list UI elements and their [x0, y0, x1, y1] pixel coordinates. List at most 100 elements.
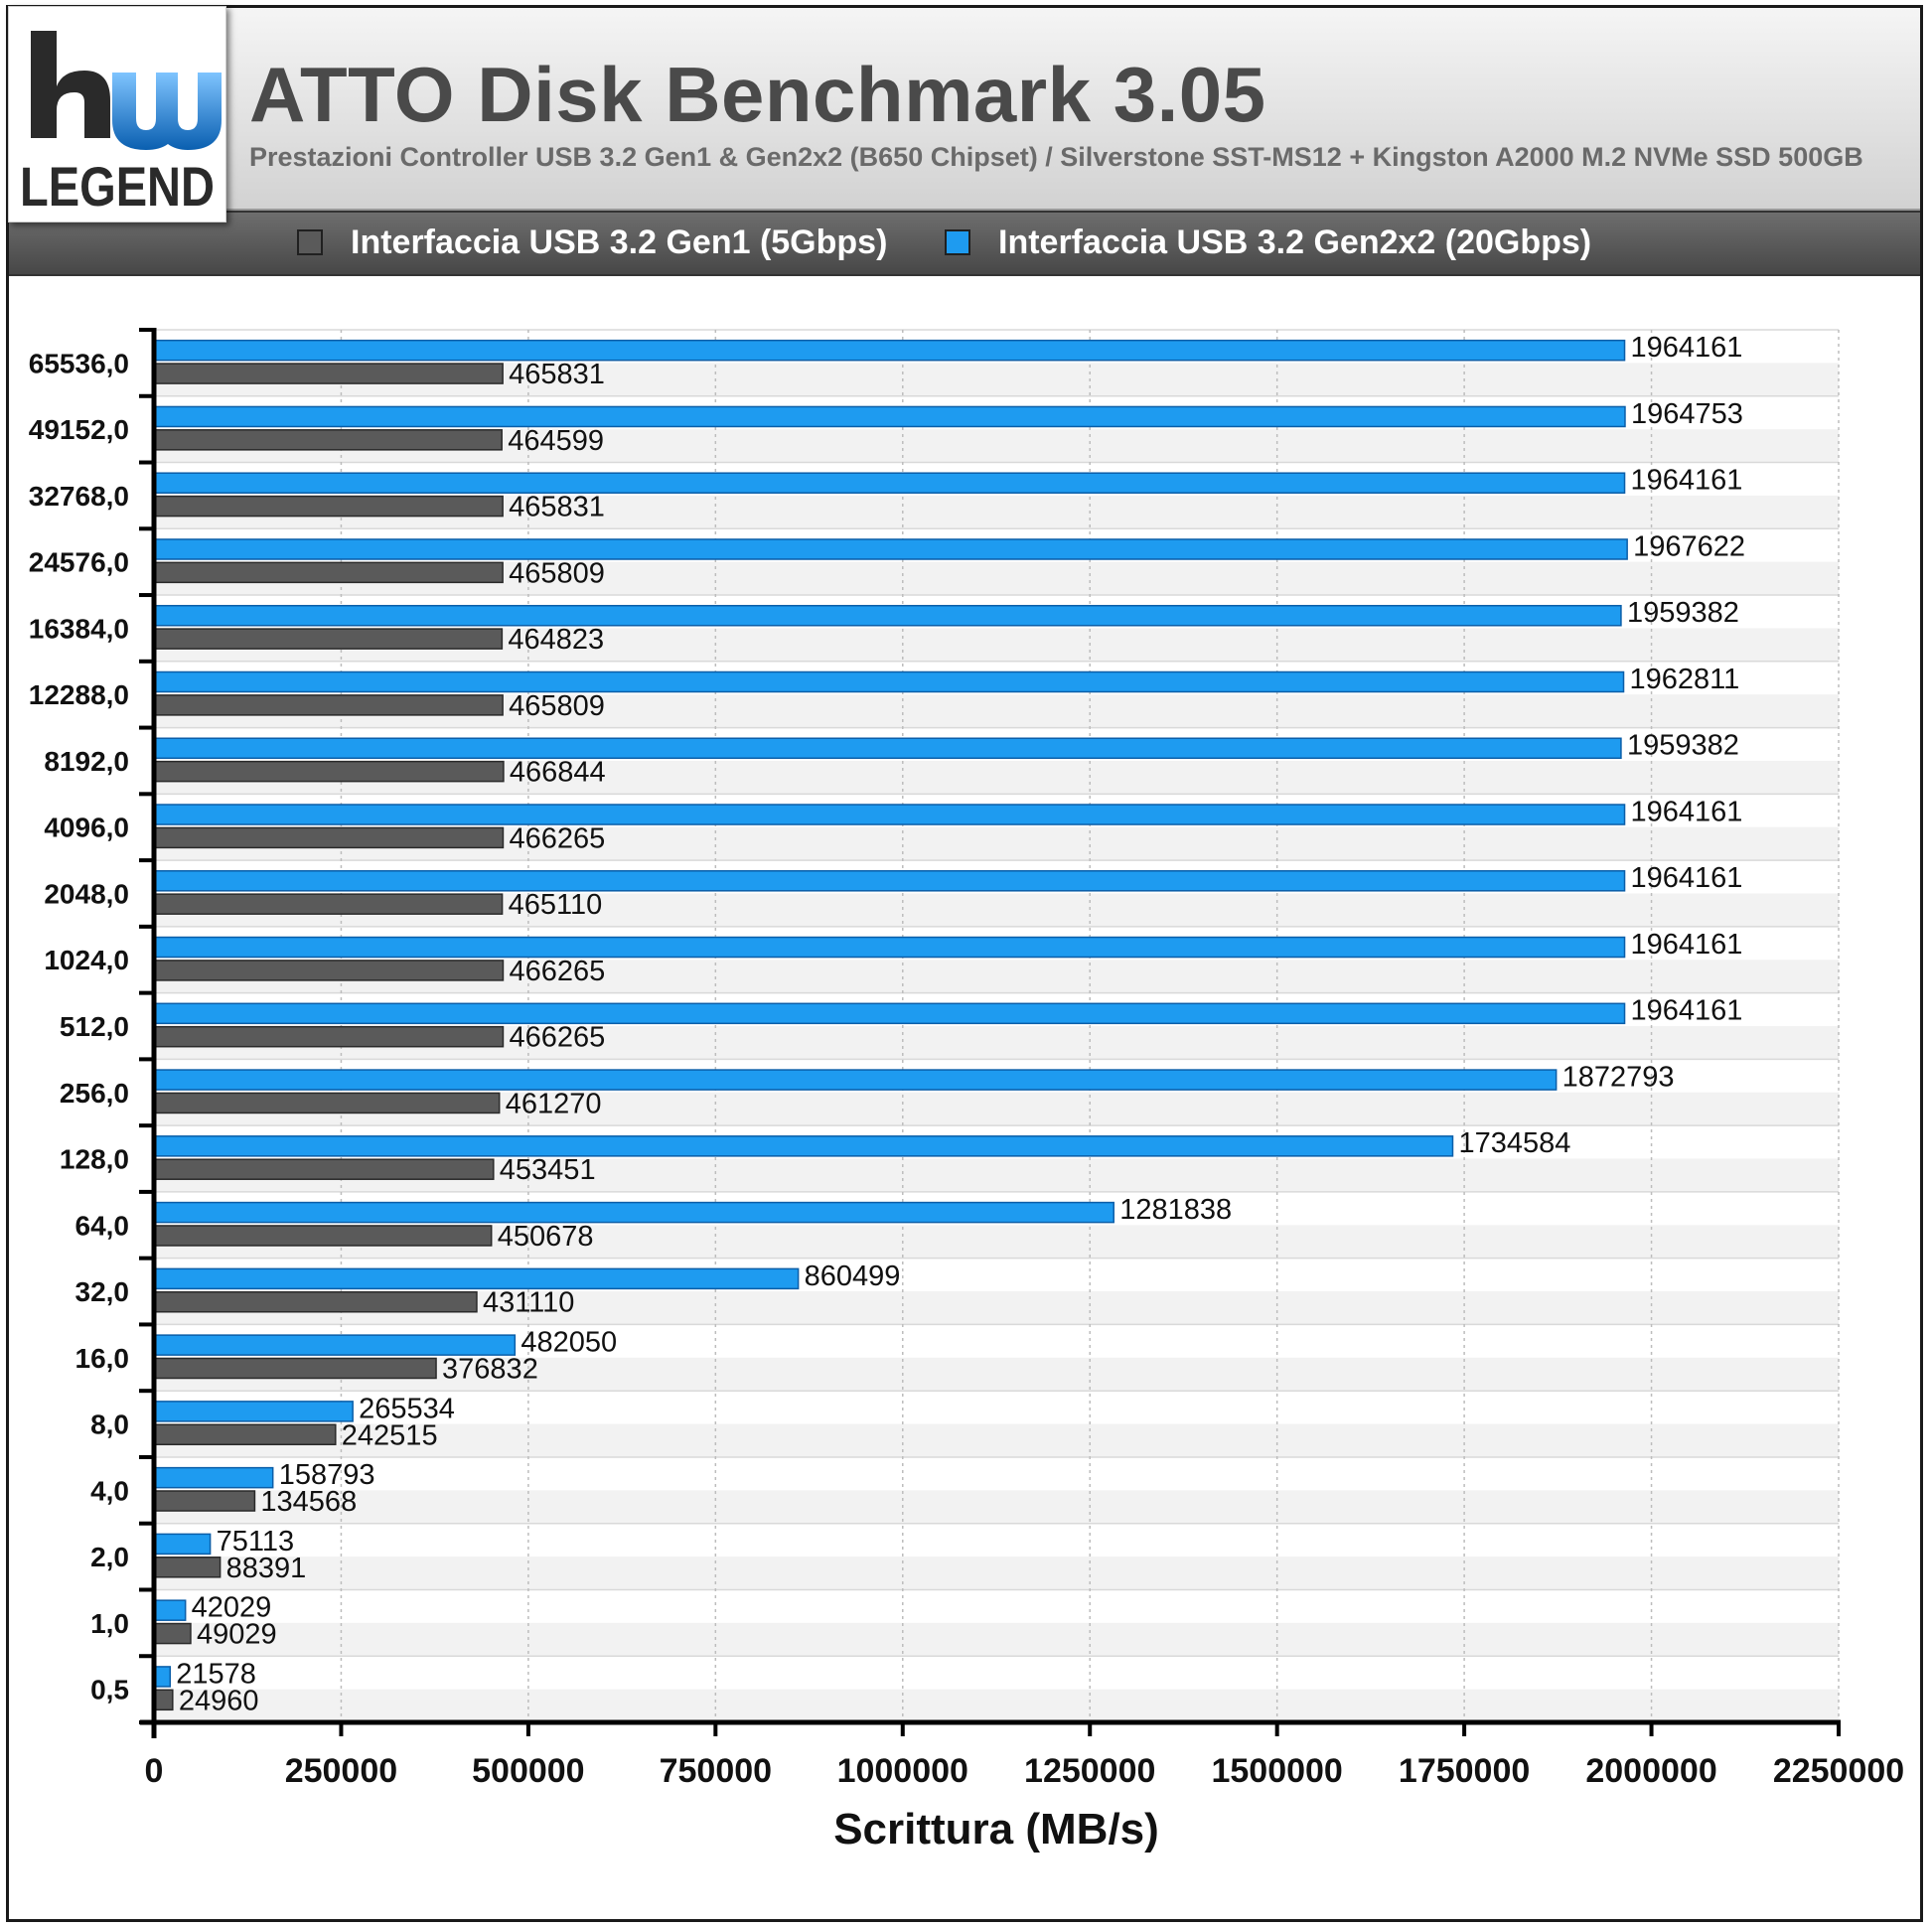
bar-gen2x2: [153, 538, 1628, 560]
data-label-gen2x2: 1281838: [1119, 1194, 1232, 1226]
bar-gen2x2: [153, 1201, 1115, 1224]
stripe-band: [154, 1456, 1839, 1491]
data-label-gen1: 88391: [226, 1553, 307, 1584]
data-label-gen1: 134568: [260, 1486, 357, 1518]
stripe-band: [154, 1523, 1839, 1558]
data-label-gen1: 465831: [509, 359, 605, 390]
legend-item-gen2x2: Interfaccia USB 3.2 Gen2x2 (20Gbps): [945, 223, 1591, 261]
x-tick-label: 1500000: [1211, 1752, 1342, 1790]
bar-gen2x2: [153, 1069, 1558, 1091]
data-label-gen1: 465809: [509, 557, 605, 589]
bar-gen2x2: [153, 870, 1626, 892]
x-tick-label: 1750000: [1399, 1752, 1530, 1790]
data-label-gen2x2: 1964161: [1631, 862, 1743, 894]
data-label-gen1: 466265: [509, 1022, 605, 1054]
bar-gen2x2: [153, 1135, 1454, 1157]
data-label-gen2x2: 75113: [217, 1526, 295, 1558]
legend-swatch-gen1: [297, 229, 323, 255]
bar-gen2x2: [153, 1401, 354, 1422]
data-label-gen1: 465110: [509, 889, 603, 921]
stripe-band: [154, 1391, 1839, 1424]
y-tick-label: 0,5: [90, 1675, 129, 1706]
bar-gen1: [153, 363, 504, 384]
bar-gen2x2: [153, 339, 1626, 362]
y-tick-label: 1,0: [90, 1608, 129, 1639]
y-tick-label: 1024,0: [44, 945, 129, 975]
data-label-gen1: 464823: [508, 624, 604, 656]
data-label-gen1: 461270: [506, 1088, 602, 1119]
bars: [153, 339, 1628, 1711]
bar-gen1: [153, 1423, 337, 1446]
chart-title: ATTO Disk Benchmark 3.05: [249, 51, 1266, 138]
y-tick-label: 512,0: [60, 1011, 129, 1042]
y-tick-label: 32768,0: [29, 481, 129, 512]
stripe-band: [154, 1689, 1839, 1722]
y-tick-label: 65536,0: [29, 348, 129, 378]
hwlegend-logo-icon: LEGEND: [8, 6, 226, 223]
y-tick-label: 16384,0: [29, 613, 129, 644]
x-tick-label: 750000: [660, 1752, 772, 1790]
data-label-gen2x2: 1872793: [1562, 1061, 1675, 1093]
y-tick-label: 256,0: [60, 1078, 129, 1109]
y-tick-label: 64,0: [75, 1210, 130, 1241]
stripe-band: [154, 1557, 1839, 1590]
labels: 1964161 465831 65536,0 1964753 464599 49152,0…: [29, 332, 1904, 1854]
bar-gen1: [153, 893, 504, 915]
stripe-band: [154, 1490, 1839, 1524]
y-tick-label: 2,0: [90, 1542, 129, 1572]
data-label-gen2x2: 860499: [805, 1261, 901, 1292]
x-axis-title: Scrittura (MB/s): [833, 1805, 1159, 1854]
bar-gen1: [153, 495, 504, 518]
data-label-gen1: 242515: [342, 1419, 438, 1451]
data-label-gen2x2: 21578: [176, 1658, 256, 1690]
logo-text: LEGEND: [20, 155, 215, 218]
bar-gen2x2: [153, 804, 1626, 825]
bar-gen1: [153, 628, 504, 650]
y-tick-label: 49152,0: [29, 414, 129, 445]
y-tick-label: 4,0: [90, 1475, 129, 1506]
gridlines: [154, 329, 1840, 1723]
axes: [139, 328, 1841, 1738]
y-tick-label: 128,0: [60, 1144, 129, 1175]
bar-gen1: [153, 1225, 493, 1247]
legend: Interfaccia USB 3.2 Gen1 (5Gbps) Interfa…: [9, 211, 1920, 276]
y-tick-label: 24576,0: [29, 547, 129, 578]
bar-gen1: [153, 1622, 192, 1645]
y-tick-label: 32,0: [75, 1276, 130, 1307]
data-label-gen2x2: 1959382: [1627, 730, 1739, 762]
y-tick-label: 12288,0: [29, 679, 129, 710]
data-label-gen2x2: 1964161: [1631, 796, 1743, 827]
data-label-gen1: 49029: [197, 1619, 277, 1651]
bar-gen1: [153, 1092, 501, 1114]
data-label-gen2x2: 482050: [520, 1327, 617, 1359]
bar-gen1: [153, 760, 505, 783]
x-tick-label: 500000: [472, 1752, 584, 1790]
x-tick-label: 1250000: [1024, 1752, 1155, 1790]
bar-gen2x2: [153, 1533, 212, 1556]
data-label-gen1: 450678: [498, 1221, 594, 1253]
stripe-band: [154, 1423, 1839, 1457]
bar-gen2x2: [153, 936, 1626, 959]
y-tick-label: 8192,0: [44, 746, 129, 777]
data-label-gen2x2: 265534: [359, 1393, 455, 1424]
legend-label-gen1: Interfaccia USB 3.2 Gen1 (5Gbps): [351, 223, 888, 261]
bar-gen2x2: [153, 604, 1622, 627]
data-label-gen1: 24960: [179, 1685, 259, 1716]
data-label-gen1: 466844: [510, 757, 606, 789]
data-label-gen2x2: 1964161: [1631, 332, 1743, 364]
data-label-gen2x2: 1964161: [1631, 929, 1743, 961]
legend-item-gen1: Interfaccia USB 3.2 Gen1 (5Gbps): [297, 223, 888, 261]
bar-gen1: [153, 826, 505, 849]
x-tick-label: 250000: [285, 1752, 397, 1790]
bar-gen1: [153, 1290, 478, 1313]
data-label-gen2x2: 1964161: [1631, 465, 1743, 497]
data-label-gen2x2: 158793: [279, 1459, 375, 1491]
legend-swatch-gen2x2: [945, 229, 970, 255]
data-label-gen1: 465831: [509, 492, 605, 523]
y-tick-label: 8,0: [90, 1410, 129, 1440]
bar-gen1: [153, 694, 504, 716]
logo-w-mark: [112, 73, 222, 150]
chart-header: ATTO Disk Benchmark 3.05 Prestazioni Con…: [9, 8, 1920, 211]
stripe-band: [154, 1656, 1839, 1690]
